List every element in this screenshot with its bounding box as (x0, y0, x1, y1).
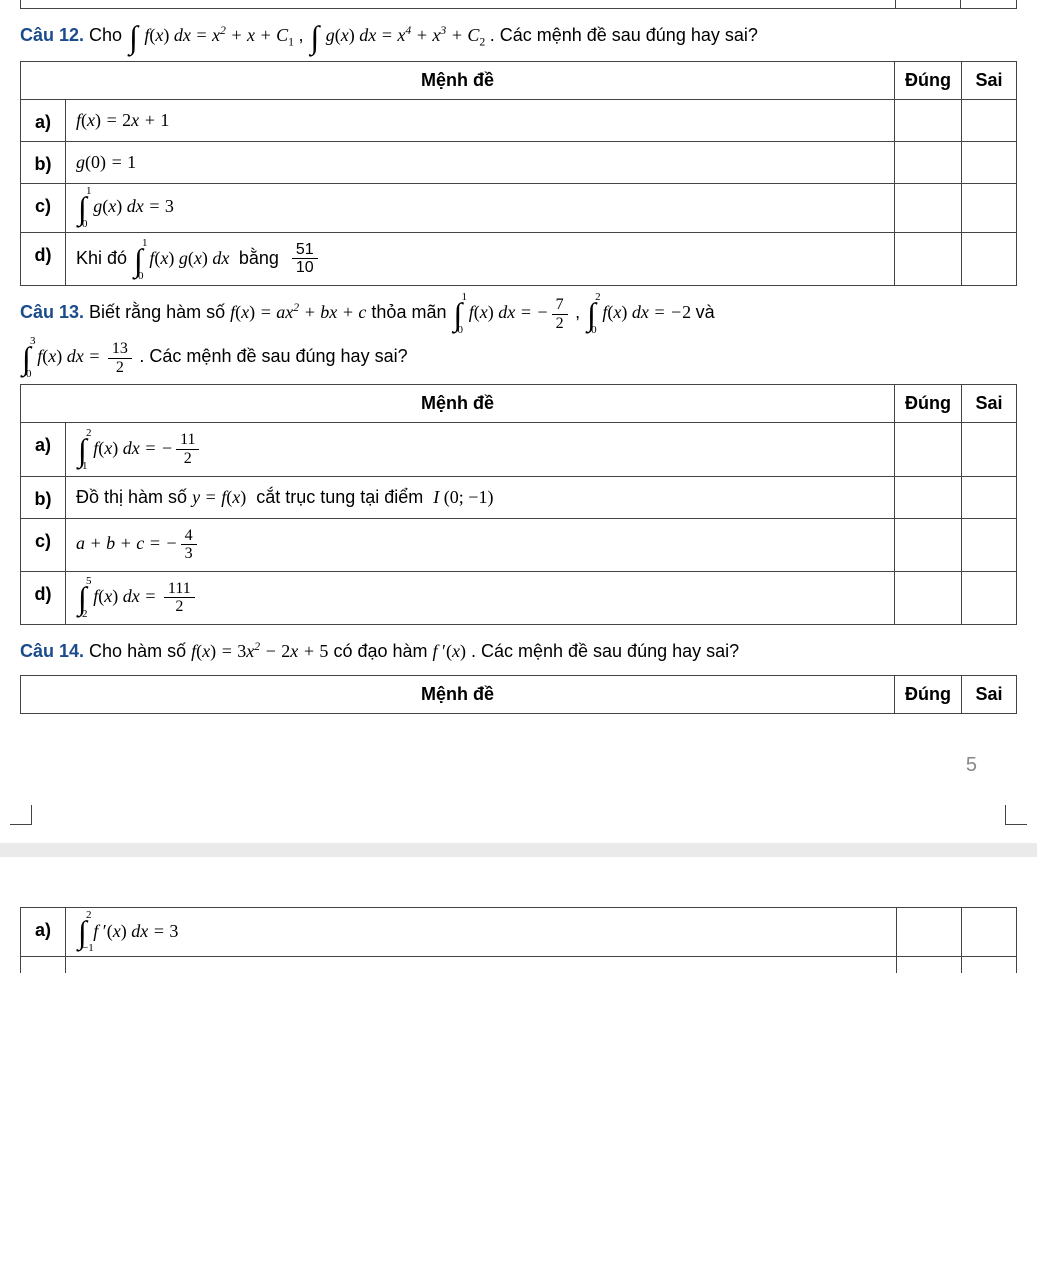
q12-d-sai[interactable] (962, 232, 1017, 285)
q14-label: Câu 14. (20, 641, 84, 661)
q13-c-content: a + b + c = −43 (66, 518, 895, 571)
q12-d-dung[interactable] (895, 232, 962, 285)
q12-label: Câu 12. (20, 25, 84, 45)
q12-c-sai[interactable] (962, 183, 1017, 232)
corner-left-mark (10, 805, 32, 825)
q14-fprime: f ′(x) (433, 641, 466, 661)
page-gap-line (0, 843, 1037, 857)
q14-row-partial (21, 957, 1017, 974)
q13-int1: ∫10 f(x) dx = −72 (451, 302, 575, 322)
q13-b-sai[interactable] (962, 476, 1017, 518)
q12-sep: , (298, 25, 308, 45)
q12-math2: ∫ g(x) dx = x4 + x3 + C2 (308, 25, 489, 45)
q13-d-label: d) (21, 571, 66, 624)
q13-label: Câu 13. (20, 302, 84, 322)
q12-d-content: Khi đó ∫10 f(x) g(x) dx bằng 5110 (66, 232, 895, 285)
q13-b-dung[interactable] (895, 476, 962, 518)
q13-line2-post: . Các mệnh đề sau đúng hay sai? (139, 346, 407, 366)
q12-c-label: c) (21, 183, 66, 232)
q14-table-body: a) ∫2−1 f ′(x) dx = 3 (20, 907, 1017, 973)
q13-prompt-line2: ∫30 f(x) dx = 132 . Các mệnh đề sau đúng… (20, 340, 1017, 376)
q13-prompt: Câu 13. Biết rằng hàm số f(x) = ax2 + bx… (20, 296, 1017, 332)
q14-th-menhde: Mệnh đề (21, 676, 895, 714)
q13-a-label: a) (21, 423, 66, 476)
q12-pre: Cho (89, 25, 127, 45)
q14-th-dung: Đúng (895, 676, 962, 714)
q13-th-menhde: Mệnh đề (21, 385, 895, 423)
corner-right-mark (1005, 805, 1027, 825)
q12-post: . Các mệnh đề sau đúng hay sai? (490, 25, 758, 45)
q12-prompt: Câu 12. Cho ∫ f(x) dx = x2 + x + C1 , ∫ … (20, 19, 1017, 53)
q12-a-content: f(x) = 2x + 1 (66, 99, 895, 141)
q12-c-dung[interactable] (895, 183, 962, 232)
q13-pre: Biết rằng hàm số (89, 302, 230, 322)
q14-row-a: a) ∫2−1 f ′(x) dx = 3 (21, 908, 1017, 957)
q13-row-b: b) Đồ thị hàm số y = f(x) cắt trục tung … (21, 476, 1017, 518)
page-number: 5 (20, 724, 1017, 797)
q13-row-c: c) a + b + c = −43 (21, 518, 1017, 571)
q13-th-sai: Sai (962, 385, 1017, 423)
q13-sep: , (575, 302, 585, 322)
q13-b-label: b) (21, 476, 66, 518)
q13-row-d: d) ∫52 f(x) dx = 1112 (21, 571, 1017, 624)
q13-c-sai[interactable] (962, 518, 1017, 571)
q13-fx: f(x) = ax2 + bx + c (230, 302, 366, 322)
q14-th-sai: Sai (962, 676, 1017, 714)
q13-d-content: ∫52 f(x) dx = 1112 (66, 571, 895, 624)
q14-a-label: a) (21, 908, 66, 957)
q14-table-header: Mệnh đề Đúng Sai (20, 675, 1017, 714)
q12-b-content: g(0) = 1 (66, 141, 895, 183)
q13-thoa: thỏa mãn (371, 302, 451, 322)
q13-int2: ∫20 f(x) dx = −2 (585, 302, 696, 322)
q12-table: Mệnh đề Đúng Sai a) f(x) = 2x + 1 b) g(0… (20, 61, 1017, 286)
q14-post: . Các mệnh đề sau đúng hay sai? (471, 641, 739, 661)
q12-d-label: d) (21, 232, 66, 285)
q12-row-c: c) ∫10 g(x) dx = 3 (21, 183, 1017, 232)
q12-b-label: b) (21, 141, 66, 183)
q13-int3: ∫30 f(x) dx = 132 (20, 346, 139, 366)
q12-row-b: b) g(0) = 1 (21, 141, 1017, 183)
q13-table: Mệnh đề Đúng Sai a) ∫21 f(x) dx = −112 b… (20, 384, 1017, 625)
q14-a-sai[interactable] (962, 908, 1017, 957)
q12-math1: ∫ f(x) dx = x2 + x + C1 (127, 25, 298, 45)
q12-row-a: a) f(x) = 2x + 1 (21, 99, 1017, 141)
q12-th-dung: Đúng (895, 61, 962, 99)
page-break-gap (20, 797, 1017, 857)
q13-a-dung[interactable] (895, 423, 962, 476)
q12-a-label: a) (21, 99, 66, 141)
q12-th-sai: Sai (962, 61, 1017, 99)
q13-c-dung[interactable] (895, 518, 962, 571)
q13-d-sai[interactable] (962, 571, 1017, 624)
q13-c-label: c) (21, 518, 66, 571)
q13-a-content: ∫21 f(x) dx = −112 (66, 423, 895, 476)
q13-b-content: Đồ thị hàm số y = f(x) cắt trục tung tại… (66, 476, 895, 518)
q12-b-sai[interactable] (962, 141, 1017, 183)
q14-mid: có đạo hàm (333, 641, 432, 661)
q12-b-dung[interactable] (895, 141, 962, 183)
q12-a-dung[interactable] (895, 99, 962, 141)
q12-a-sai[interactable] (962, 99, 1017, 141)
q14-a-content: ∫2−1 f ′(x) dx = 3 (66, 908, 897, 957)
q14-prompt: Câu 14. Cho hàm số f(x) = 3x2 − 2x + 5 c… (20, 635, 1017, 667)
q13-d-dung[interactable] (895, 571, 962, 624)
q13-th-dung: Đúng (895, 385, 962, 423)
top-table-fragment (20, 0, 1017, 8)
q12-d-pre: Khi đó (76, 248, 132, 268)
q14-fx: f(x) = 3x2 − 2x + 5 (191, 641, 328, 661)
q14-a-dung[interactable] (897, 908, 962, 957)
q13-a-sai[interactable] (962, 423, 1017, 476)
q14-pre: Cho hàm số (89, 641, 191, 661)
q13-row-a: a) ∫21 f(x) dx = −112 (21, 423, 1017, 476)
q12-c-content: ∫10 g(x) dx = 3 (66, 183, 895, 232)
q12-th-menhde: Mệnh đề (21, 61, 895, 99)
q13-va: và (696, 302, 715, 322)
q12-row-d: d) Khi đó ∫10 f(x) g(x) dx bằng 5110 (21, 232, 1017, 285)
